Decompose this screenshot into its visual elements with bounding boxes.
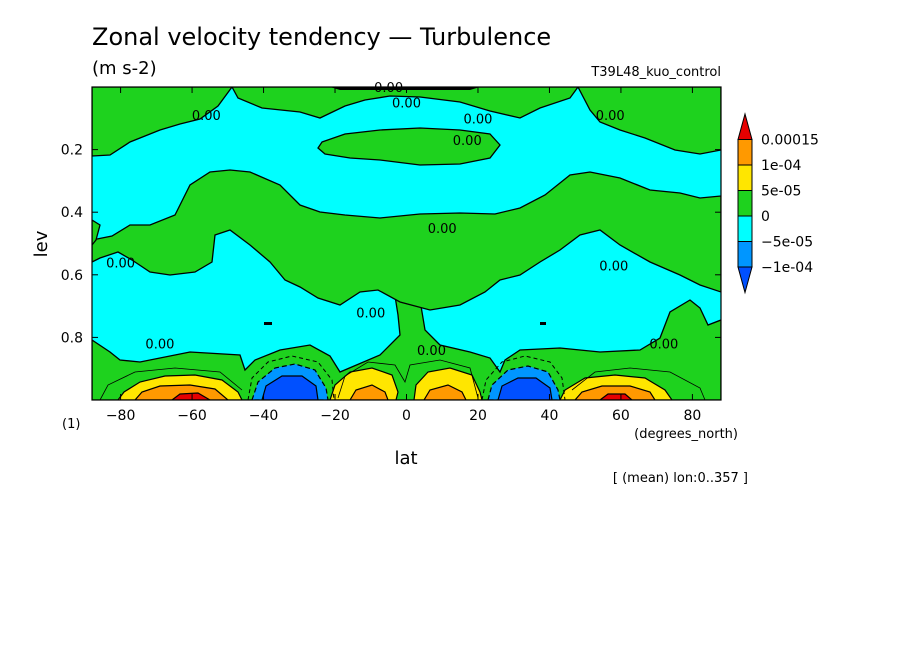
colorbar: 0.00015 1e-04 5e-05 0 −5e-05 −1e-04 bbox=[737, 112, 819, 295]
band-green-left-strip bbox=[92, 219, 101, 247]
contour-label: 0.00 bbox=[464, 112, 493, 127]
x-tick-label: 60 bbox=[612, 408, 630, 424]
y-axis-units: (1) bbox=[62, 417, 80, 432]
band-green-right bbox=[577, 87, 721, 155]
units-label: (m s-2) bbox=[92, 58, 157, 79]
colorbar-bottom-arrow bbox=[737, 266, 753, 295]
contour-label: 0.00 bbox=[428, 222, 457, 237]
contour-label: 0.00 bbox=[192, 109, 221, 124]
contour-label: 0.00 bbox=[649, 338, 678, 353]
x-axis-units: (degrees_north) bbox=[634, 427, 738, 442]
band-negative-left bbox=[247, 355, 335, 400]
colorbar-segment bbox=[737, 139, 753, 166]
colorbar-label: 0 bbox=[761, 209, 770, 225]
contour-label: 0.00 bbox=[106, 256, 135, 271]
band-positive-left bbox=[117, 374, 243, 400]
contour-label: 0.00 bbox=[356, 306, 385, 321]
band-green-left bbox=[92, 87, 233, 157]
band-positive-right bbox=[559, 374, 673, 400]
contour-label: 0.00 bbox=[453, 134, 482, 149]
x-tick-label: 80 bbox=[683, 408, 701, 424]
x-tick-label: 0 bbox=[402, 408, 411, 424]
contour-label: 0.00 bbox=[392, 97, 421, 112]
y-tick-label: 0.4 bbox=[61, 205, 83, 221]
band-positive-center-left bbox=[329, 367, 399, 400]
y-axis: 0.2 0.4 0.6 0.8 bbox=[61, 143, 721, 346]
y-tick-label: 0.2 bbox=[61, 143, 83, 159]
experiment-label: T39L48_kuo_control bbox=[590, 65, 721, 80]
band-positive-center-right bbox=[413, 367, 483, 400]
contour-field bbox=[92, 87, 721, 400]
contour-labels: 0.000.000.000.000.000.000.000.000.000.00… bbox=[106, 81, 678, 359]
band-green-mid-blob bbox=[317, 127, 501, 166]
colorbar-segment bbox=[737, 190, 753, 217]
colorbar-label: 0.00015 bbox=[761, 133, 819, 149]
band-green-top-left bbox=[231, 87, 579, 119]
x-axis: −80 −60 −40 −20 0 20 40 60 80 bbox=[106, 87, 701, 424]
y-tick-label: 0.6 bbox=[61, 268, 83, 284]
colorbar-segment bbox=[737, 215, 753, 242]
contour-label: 0.00 bbox=[417, 344, 446, 359]
x-axis-label: lat bbox=[394, 448, 417, 469]
contour-label: 0.00 bbox=[596, 109, 625, 124]
chart-title: Zonal velocity tendency — Turbulence bbox=[92, 23, 551, 51]
colorbar-label: 1e-04 bbox=[761, 158, 801, 174]
y-axis-label: lev bbox=[31, 230, 52, 257]
colorbar-segment bbox=[737, 164, 753, 191]
colorbar-label: −5e-05 bbox=[761, 235, 813, 251]
footnote: [ (mean) lon:0..357 ] bbox=[613, 471, 748, 486]
x-tick-label: −80 bbox=[106, 408, 136, 424]
colorbar-segment bbox=[737, 241, 753, 268]
band-green-wave bbox=[92, 169, 721, 311]
colorbar-label: 5e-05 bbox=[761, 184, 801, 200]
colorbar-label: −1e-04 bbox=[761, 260, 813, 276]
x-tick-label: 40 bbox=[541, 408, 559, 424]
x-tick-label: −40 bbox=[249, 408, 279, 424]
contour-label: 0.00 bbox=[599, 259, 628, 274]
x-tick-label: −20 bbox=[320, 408, 350, 424]
y-tick-label: 0.8 bbox=[61, 330, 83, 346]
contour-label: 0.00 bbox=[145, 338, 174, 353]
band-negative-right bbox=[481, 355, 566, 400]
contour-label: 0.00 bbox=[374, 81, 403, 96]
colorbar-top-arrow bbox=[737, 112, 753, 140]
x-tick-label: −60 bbox=[177, 408, 207, 424]
x-tick-label: 20 bbox=[469, 408, 487, 424]
